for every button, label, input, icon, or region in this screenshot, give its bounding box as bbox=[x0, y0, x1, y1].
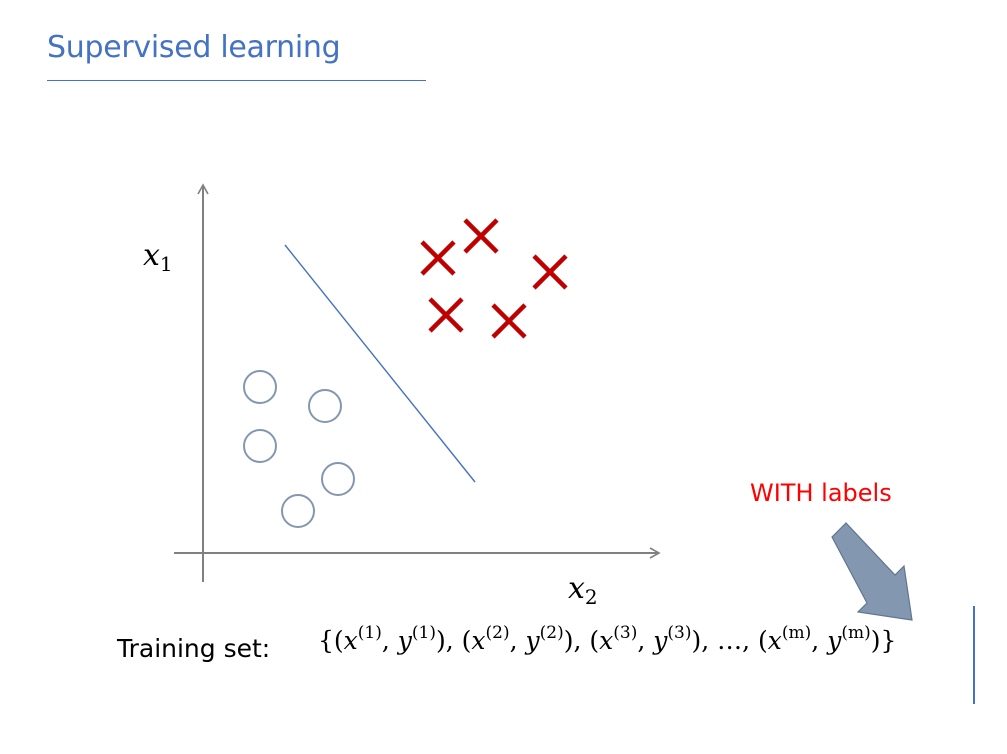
cross-point bbox=[463, 218, 499, 254]
y-axis-label: x1 bbox=[143, 238, 173, 276]
circle-point bbox=[308, 389, 342, 423]
circle-point bbox=[243, 429, 277, 463]
decision-boundary bbox=[284, 244, 476, 483]
circle-point bbox=[243, 370, 277, 404]
x-axis-label: x2 bbox=[568, 571, 598, 609]
labels-arrow bbox=[831, 522, 913, 621]
training-set-label: Training set: bbox=[117, 634, 271, 663]
cross-point bbox=[428, 297, 464, 333]
text-cursor-bar bbox=[973, 606, 975, 704]
title-underline bbox=[47, 80, 426, 81]
circle-point bbox=[281, 494, 315, 528]
cross-point bbox=[491, 303, 527, 339]
cross-point bbox=[532, 254, 568, 290]
cross-point bbox=[420, 240, 456, 276]
circle-point bbox=[321, 462, 355, 496]
with-labels-annotation: WITH labels bbox=[750, 479, 892, 507]
training-set-formula: {(x(1), y(1)), (x(2), y(2)), (x(3), y(3)… bbox=[318, 623, 897, 656]
slide-title: Supervised learning bbox=[47, 30, 341, 65]
